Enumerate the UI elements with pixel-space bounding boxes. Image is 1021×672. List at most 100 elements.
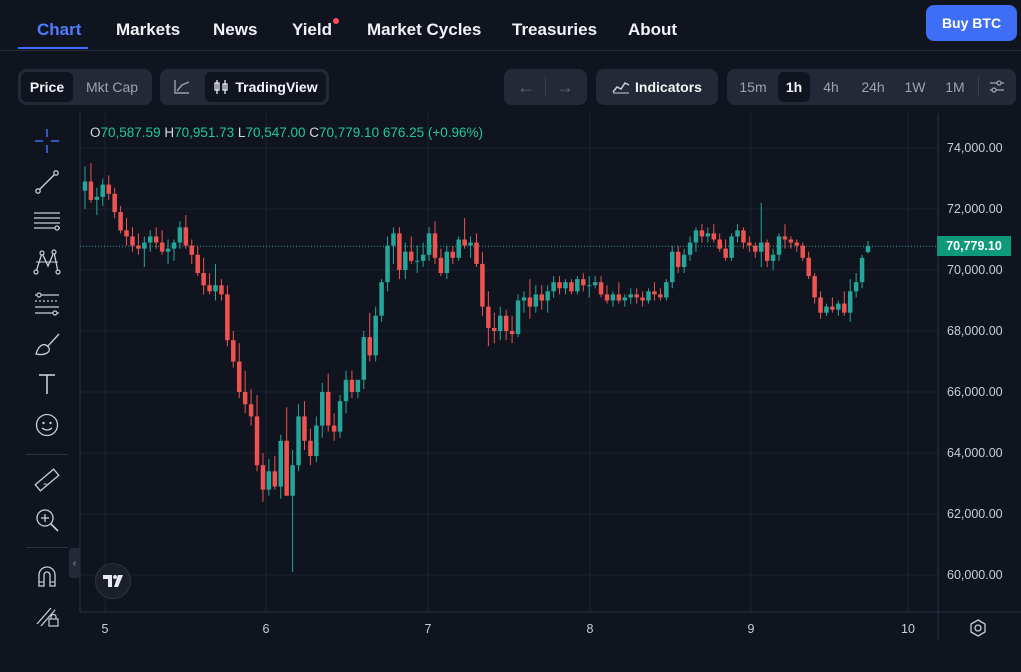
nav-news[interactable]: News [213,20,258,39]
candle-body [183,227,189,246]
forward-button[interactable]: → [547,72,583,102]
candle-body [88,181,94,200]
candle-body [859,257,865,283]
horizontal-lines-icon[interactable] [32,206,62,236]
pattern-icon[interactable] [32,247,62,277]
lock-pencil-icon[interactable] [32,601,62,631]
chart-engine-toggle: TradingView [160,69,329,105]
interval-1h[interactable]: 1h [778,72,810,102]
candle-body [557,282,562,289]
candle-body [818,297,823,313]
candle-body [670,251,675,283]
nav-treasuries[interactable]: Treasuries [512,20,598,39]
candle-body [735,230,740,237]
indicators-button[interactable]: Indicators [596,69,718,105]
interval-4h[interactable]: 4h [823,79,839,95]
gear-icon [970,619,986,637]
trend-line-icon[interactable] [32,167,62,197]
candle-body [153,236,159,243]
candle-body [569,282,574,292]
candle-body [610,294,616,301]
back-button[interactable]: ← [508,72,544,102]
candle-body [824,306,829,313]
zoom-in-icon[interactable] [32,505,62,535]
candle-body [598,282,604,295]
collapse-toolbar-button[interactable]: ‹ [69,548,80,578]
history-nav: ← → [504,69,587,105]
chart-settings-button[interactable] [981,72,1013,102]
high-value: 70,951.73 [174,125,235,140]
candle-body [373,315,378,356]
brush-icon[interactable] [32,329,62,359]
candle-body [355,379,361,392]
candle-body [444,251,450,274]
candle-body [195,254,200,274]
candle-body [711,233,717,240]
candle-body [758,242,764,252]
axis-settings-button[interactable] [968,618,988,638]
buy-btc-button[interactable]: Buy BTC [926,5,1017,41]
candle-body [853,282,859,292]
toolbar-divider [26,454,68,455]
tradingview-logo[interactable] [95,563,131,599]
candle-body [171,242,177,249]
candle-body [314,425,319,457]
candle-body [503,315,509,331]
x-tick-label: 9 [748,622,755,636]
crosshair-icon[interactable] [32,126,62,156]
candle-body [450,251,456,258]
simple-chart-button[interactable] [163,72,201,102]
candle-body [213,285,218,292]
candle-body [705,233,711,237]
candle-body [497,315,503,331]
interval-1w[interactable]: 1W [904,79,926,95]
toolbar-divider [26,547,68,548]
candle-body [509,331,515,335]
x-tick-label: 6 [263,622,270,636]
candle-body [136,245,141,249]
candle-body [770,254,776,261]
candle-body [782,236,788,240]
candle-body [551,282,556,292]
magnet-icon[interactable] [32,561,62,591]
candle-body [361,337,367,380]
emoji-icon[interactable] [32,410,62,440]
candle-body [124,230,129,237]
divider [978,77,979,97]
candle-body [325,392,331,426]
candle-body [272,471,278,487]
candle-body [165,248,171,252]
arrow-left-icon: ← [517,76,535,97]
nav-chart[interactable]: Chart [37,20,82,39]
text-icon[interactable] [32,369,62,399]
candle-body [592,282,598,286]
candle-body [492,327,497,331]
candle-body [652,291,657,295]
mode-price-button[interactable]: Price [21,72,73,102]
candle-body [414,260,420,262]
indicators-label: Indicators [635,79,702,95]
tradingview-button[interactable]: TradingView [205,72,326,102]
ohlc-legend: O70,587.59 H70,951.73 L70,547.00 C70,779… [90,125,483,140]
candle-body [456,239,461,258]
open-key: O [90,125,101,140]
nav-markets[interactable]: Markets [116,20,181,39]
candle-body [563,282,568,289]
candle-body [527,297,533,307]
ruler-icon[interactable] [32,465,62,495]
interval-24h[interactable]: 24h [861,79,885,95]
fib-icon[interactable] [32,288,62,318]
interval-15m[interactable]: 15m [739,79,767,95]
top-nav: Chart Markets News Yield Market Cycles T… [0,0,1021,51]
candle-body [432,233,438,258]
nav-yield[interactable]: Yield [292,18,339,40]
nav-about[interactable]: About [628,20,678,39]
mode-mktcap-button[interactable]: Mkt Cap [85,79,139,95]
candle-body [830,306,835,310]
candle-body [545,291,550,301]
nav-market-cycles[interactable]: Market Cycles [367,20,482,39]
interval-1m[interactable]: 1M [945,79,965,95]
candle-body [284,440,289,496]
y-tick-label: 62,000.00 [947,507,1003,521]
